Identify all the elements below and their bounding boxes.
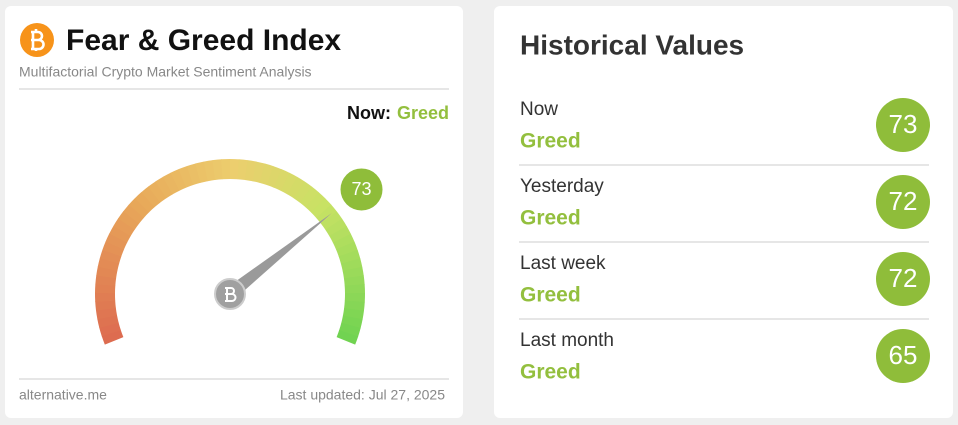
gauge-arc (316, 204, 338, 224)
gauge-arc (95, 307, 118, 320)
row-classification: Greed (520, 207, 581, 230)
gauge-arc (141, 186, 161, 208)
value-badge (876, 252, 930, 306)
gauge-arc (237, 159, 248, 181)
gauge-arc (162, 172, 180, 195)
gauge-arc (170, 169, 187, 191)
row-classification: Greed (520, 130, 581, 153)
gauge-arc (332, 233, 355, 250)
hub-glyph (225, 287, 237, 302)
gauge-arc (155, 176, 174, 199)
value-badge (876, 98, 930, 152)
gauge-arc (99, 322, 121, 337)
gauge-arc (148, 181, 167, 203)
gauge-arc (338, 249, 361, 265)
gauge-arc (244, 160, 257, 182)
title: Fear & Greed Index (66, 24, 341, 57)
bitcoin-glyph (31, 29, 45, 51)
row-label: Last month (520, 330, 614, 351)
gauge-arc (320, 211, 343, 231)
gauge-arc (325, 218, 347, 237)
row-label: Yesterday (520, 176, 604, 197)
row-value: 72 (889, 263, 918, 293)
gauge-arc (118, 211, 140, 230)
gauge-arc (105, 233, 128, 250)
gauge-arc (252, 161, 266, 184)
row-label: Now (520, 99, 558, 120)
gauge-arc (113, 218, 135, 237)
value-badge (876, 329, 930, 383)
gauge-arc (310, 198, 332, 219)
gauge-arc (178, 165, 194, 188)
gauge-arc (343, 275, 365, 287)
gauge-arc (123, 204, 145, 224)
now-label: Now: (347, 103, 391, 123)
gauge-arc (101, 329, 124, 345)
gauge-arc (212, 159, 223, 180)
subtitle: Multifactorial Crypto Market Sentiment A… (19, 64, 312, 80)
row-value: 73 (889, 109, 918, 139)
value-badge (876, 175, 930, 229)
source: alternative.me (19, 387, 107, 403)
value-badge (340, 168, 383, 211)
gauge-arc (340, 258, 363, 272)
row-classification: Greed (520, 361, 581, 384)
gauge-arc (109, 225, 131, 243)
gauge-arc (344, 300, 365, 312)
gauge-arc (203, 160, 216, 182)
gauge-arc (287, 176, 306, 199)
title: Historical Values (520, 29, 744, 60)
card (494, 6, 953, 418)
gauge-arc (99, 249, 122, 264)
gauge-arc (273, 169, 290, 191)
gauge-card: Fear & Greed Index Multifactorial Crypto… (5, 6, 463, 418)
now-classification: Greed (397, 103, 449, 123)
gauge-arc (342, 308, 364, 320)
gauge-arc (95, 300, 116, 311)
gauge-arc (305, 192, 326, 213)
gauge-arc (102, 241, 125, 257)
gauge: 73 (95, 158, 383, 345)
gauge-arc (259, 163, 274, 186)
historical-card: Historical Values Now Greed 73 Yesterday Gre… (494, 6, 953, 418)
gauge-arc (335, 241, 358, 257)
gauge-arc (97, 315, 119, 328)
row-label: Last week (520, 253, 606, 274)
gauge-arc (96, 266, 118, 279)
row-value: 72 (889, 186, 918, 216)
last-updated: Last updated: Jul 27, 2025 (280, 387, 445, 403)
gauge-arc (299, 186, 320, 208)
row-classification: Greed (520, 284, 581, 307)
gauge-arc (95, 275, 117, 286)
gauge-arc (341, 315, 363, 329)
now-line: Now: Greed (347, 103, 449, 123)
row-value: 65 (889, 340, 918, 370)
gauge-arc (293, 181, 313, 203)
gauge-arc (134, 191, 155, 213)
gauge-arc (280, 172, 298, 195)
gauge-arc (342, 266, 364, 279)
gauge-arc (336, 329, 359, 345)
gauge-arc (128, 197, 150, 218)
gauge-arc (339, 322, 361, 337)
gauge-arc (195, 161, 209, 183)
gauge-arc (266, 166, 282, 188)
gauge-arc (329, 225, 351, 244)
gauge-arc (186, 163, 201, 186)
gauge-arc (97, 257, 120, 271)
value-badge-text: 73 (351, 179, 371, 199)
needle (225, 213, 332, 300)
